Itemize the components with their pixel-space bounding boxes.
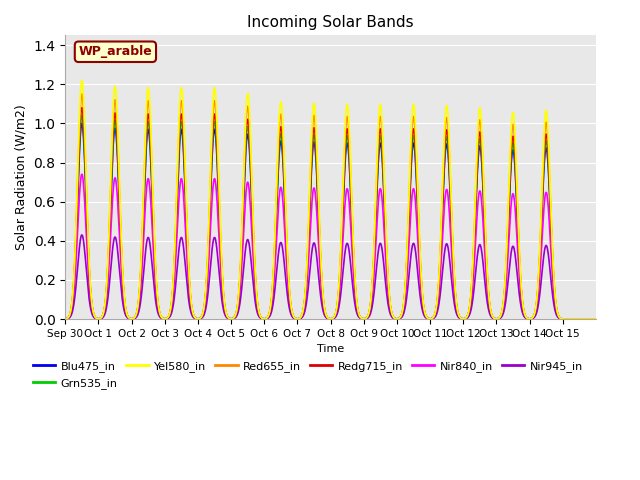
Yel580_in xyxy=(253,299,261,305)
Nir840_in xyxy=(455,313,463,319)
Legend: Blu475_in, Grn535_in, Yel580_in, Red655_in, Redg715_in, Nir840_in, Nir945_in: Blu475_in, Grn535_in, Yel580_in, Red655_… xyxy=(28,357,588,393)
Red655_in xyxy=(88,302,96,308)
Nir840_in xyxy=(399,311,406,317)
Nir840_in xyxy=(592,316,600,322)
Line: Grn535_in: Grn535_in xyxy=(65,116,596,319)
Nir840_in xyxy=(253,306,261,312)
Title: Incoming Solar Bands: Incoming Solar Bands xyxy=(247,15,414,30)
Nir840_in xyxy=(61,316,69,322)
Yel580_in xyxy=(399,308,406,314)
Grn535_in xyxy=(592,316,600,322)
Line: Red655_in: Red655_in xyxy=(65,94,596,319)
Red655_in xyxy=(253,300,261,306)
Line: Nir840_in: Nir840_in xyxy=(65,174,596,319)
Yel580_in xyxy=(61,316,69,322)
Yel580_in xyxy=(78,77,86,83)
Nir945_in xyxy=(376,242,383,248)
Grn535_in xyxy=(61,316,69,322)
Line: Yel580_in: Yel580_in xyxy=(65,80,596,319)
Grn535_in xyxy=(78,113,86,119)
Yel580_in xyxy=(455,312,463,318)
Blu475_in xyxy=(253,302,261,308)
Redg715_in xyxy=(61,316,69,322)
Blu475_in xyxy=(592,316,600,322)
Blu475_in xyxy=(399,310,406,315)
Redg715_in xyxy=(88,303,96,309)
Blu475_in xyxy=(78,120,86,126)
Red655_in xyxy=(592,316,600,322)
Grn535_in xyxy=(399,309,406,315)
Redg715_in xyxy=(399,309,406,315)
Nir945_in xyxy=(455,315,463,321)
Line: Redg715_in: Redg715_in xyxy=(65,108,596,319)
Nir945_in xyxy=(78,232,86,238)
Nir945_in xyxy=(253,310,261,316)
Redg715_in xyxy=(376,131,383,137)
Line: Blu475_in: Blu475_in xyxy=(65,123,596,319)
Grn535_in xyxy=(253,301,261,307)
Grn535_in xyxy=(455,312,463,318)
Nir840_in xyxy=(376,190,383,195)
Y-axis label: Solar Radiation (W/m2): Solar Radiation (W/m2) xyxy=(15,104,28,250)
Nir945_in xyxy=(483,298,491,303)
Red655_in xyxy=(61,316,69,322)
Red655_in xyxy=(483,267,491,273)
Yel580_in xyxy=(592,316,600,322)
Line: Nir945_in: Nir945_in xyxy=(65,235,596,319)
X-axis label: Time: Time xyxy=(317,344,344,354)
Redg715_in xyxy=(592,316,600,322)
Yel580_in xyxy=(88,301,96,307)
Yel580_in xyxy=(376,108,383,113)
Red655_in xyxy=(455,312,463,318)
Text: WP_arable: WP_arable xyxy=(79,45,152,58)
Blu475_in xyxy=(88,304,96,310)
Yel580_in xyxy=(483,264,491,270)
Blu475_in xyxy=(61,316,69,322)
Blu475_in xyxy=(483,274,491,279)
Nir945_in xyxy=(61,316,69,322)
Nir840_in xyxy=(88,307,96,313)
Nir945_in xyxy=(88,311,96,317)
Redg715_in xyxy=(253,301,261,307)
Nir945_in xyxy=(592,316,600,322)
Redg715_in xyxy=(78,105,86,110)
Redg715_in xyxy=(483,270,491,276)
Grn535_in xyxy=(376,138,383,144)
Redg715_in xyxy=(455,312,463,318)
Grn535_in xyxy=(483,272,491,277)
Red655_in xyxy=(399,309,406,314)
Blu475_in xyxy=(455,312,463,318)
Red655_in xyxy=(376,119,383,125)
Nir840_in xyxy=(78,171,86,177)
Red655_in xyxy=(78,91,86,97)
Nir840_in xyxy=(483,285,491,290)
Blu475_in xyxy=(376,145,383,151)
Nir945_in xyxy=(399,313,406,319)
Grn535_in xyxy=(88,303,96,309)
